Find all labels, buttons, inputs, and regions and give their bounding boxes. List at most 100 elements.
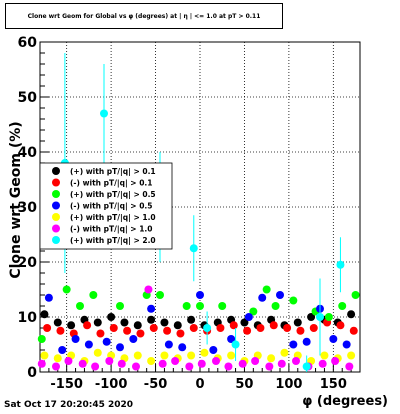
x-tick-label: 0 xyxy=(195,377,204,392)
data-point xyxy=(116,302,124,310)
data-point xyxy=(351,291,360,299)
y-tick-label: 20 xyxy=(18,255,38,271)
data-point xyxy=(84,340,93,349)
data-point xyxy=(120,318,129,327)
data-point xyxy=(132,362,140,371)
legend: (+) with pT/|q| > 0.1 (-) with pT/|q| > 0… xyxy=(39,162,173,250)
data-point xyxy=(176,329,185,338)
legend-label: (-) with pT/|q| > 1.0 xyxy=(70,225,152,235)
data-point xyxy=(307,313,316,321)
data-point xyxy=(100,109,108,118)
data-point xyxy=(212,357,220,365)
data-point xyxy=(37,359,46,368)
data-point xyxy=(309,324,318,332)
data-point xyxy=(187,351,196,360)
data-point xyxy=(93,348,102,357)
legend-label: (+) with pT/|q| > 0.5 xyxy=(70,190,156,200)
legend-marker xyxy=(52,224,60,233)
x-tick-label: 100 xyxy=(275,377,302,392)
data-point xyxy=(37,335,46,343)
data-point xyxy=(156,291,164,299)
data-point xyxy=(76,302,84,310)
data-point xyxy=(265,362,274,371)
x-tick-label: -150 xyxy=(50,377,83,392)
data-point xyxy=(163,326,172,335)
data-point xyxy=(336,321,345,330)
data-point xyxy=(302,362,311,371)
chart-title-box: Clone wrt Geom for Global vs φ (degrees)… xyxy=(5,3,283,29)
data-point xyxy=(158,359,167,368)
data-point xyxy=(296,326,305,335)
data-point xyxy=(185,362,194,371)
data-point xyxy=(289,296,298,305)
data-point xyxy=(64,357,73,365)
data-point xyxy=(349,326,358,335)
x-axis-label: φ (degrees) xyxy=(302,394,388,409)
data-point xyxy=(178,343,187,352)
chart-title: Clone wrt Geom for Global vs φ (degrees)… xyxy=(27,12,261,20)
legend-marker xyxy=(52,178,60,187)
data-point xyxy=(160,351,169,360)
data-point xyxy=(302,337,311,346)
data-point xyxy=(102,337,111,346)
data-point xyxy=(123,326,132,335)
y-tick-label: 30 xyxy=(18,200,38,216)
data-point xyxy=(289,340,298,349)
data-point xyxy=(216,324,225,332)
data-point xyxy=(189,244,198,253)
x-tick-label: -50 xyxy=(144,377,168,392)
data-point xyxy=(262,285,271,294)
y-tick-label: 50 xyxy=(18,90,38,106)
data-point xyxy=(56,326,65,335)
data-point xyxy=(347,310,356,319)
legend-marker xyxy=(52,190,60,198)
x-tick-label: 150 xyxy=(320,377,347,392)
y-tick-label: 0 xyxy=(27,365,37,381)
data-point xyxy=(182,302,191,310)
data-point xyxy=(196,291,204,299)
data-point xyxy=(53,318,62,327)
data-point xyxy=(52,362,60,371)
data-point xyxy=(244,313,253,321)
data-point xyxy=(276,291,284,299)
data-points xyxy=(37,53,360,372)
data-point xyxy=(283,324,292,332)
data-point xyxy=(224,362,233,371)
data-point xyxy=(149,324,158,332)
data-point xyxy=(196,302,204,310)
legend-marker xyxy=(52,236,60,244)
data-point xyxy=(200,348,209,357)
data-point xyxy=(249,307,258,316)
legend-box xyxy=(39,162,173,250)
data-point xyxy=(218,302,227,310)
data-point xyxy=(292,357,300,365)
data-point xyxy=(243,326,252,335)
data-point xyxy=(227,335,236,343)
data-point xyxy=(342,340,351,349)
legend-label: (-) with pT/|q| > 0.1 xyxy=(70,179,152,189)
data-point xyxy=(136,329,145,338)
data-point xyxy=(267,354,276,363)
data-point xyxy=(40,310,49,319)
legend-marker xyxy=(52,167,60,175)
data-point xyxy=(91,362,100,371)
data-point xyxy=(83,321,92,330)
data-point xyxy=(67,321,76,330)
data-point xyxy=(43,324,52,332)
data-point xyxy=(345,362,354,371)
data-point xyxy=(171,357,180,365)
data-point xyxy=(347,351,356,360)
data-point xyxy=(320,351,329,360)
data-point xyxy=(129,335,138,343)
data-point xyxy=(147,315,156,324)
y-tick-label: 60 xyxy=(18,35,38,51)
x-tick-label: 50 xyxy=(235,377,253,392)
data-point xyxy=(144,285,153,294)
data-point xyxy=(133,321,142,330)
data-point xyxy=(293,318,302,327)
data-point xyxy=(116,343,124,352)
data-point xyxy=(329,335,338,343)
data-point xyxy=(203,324,212,332)
data-point xyxy=(164,340,173,349)
